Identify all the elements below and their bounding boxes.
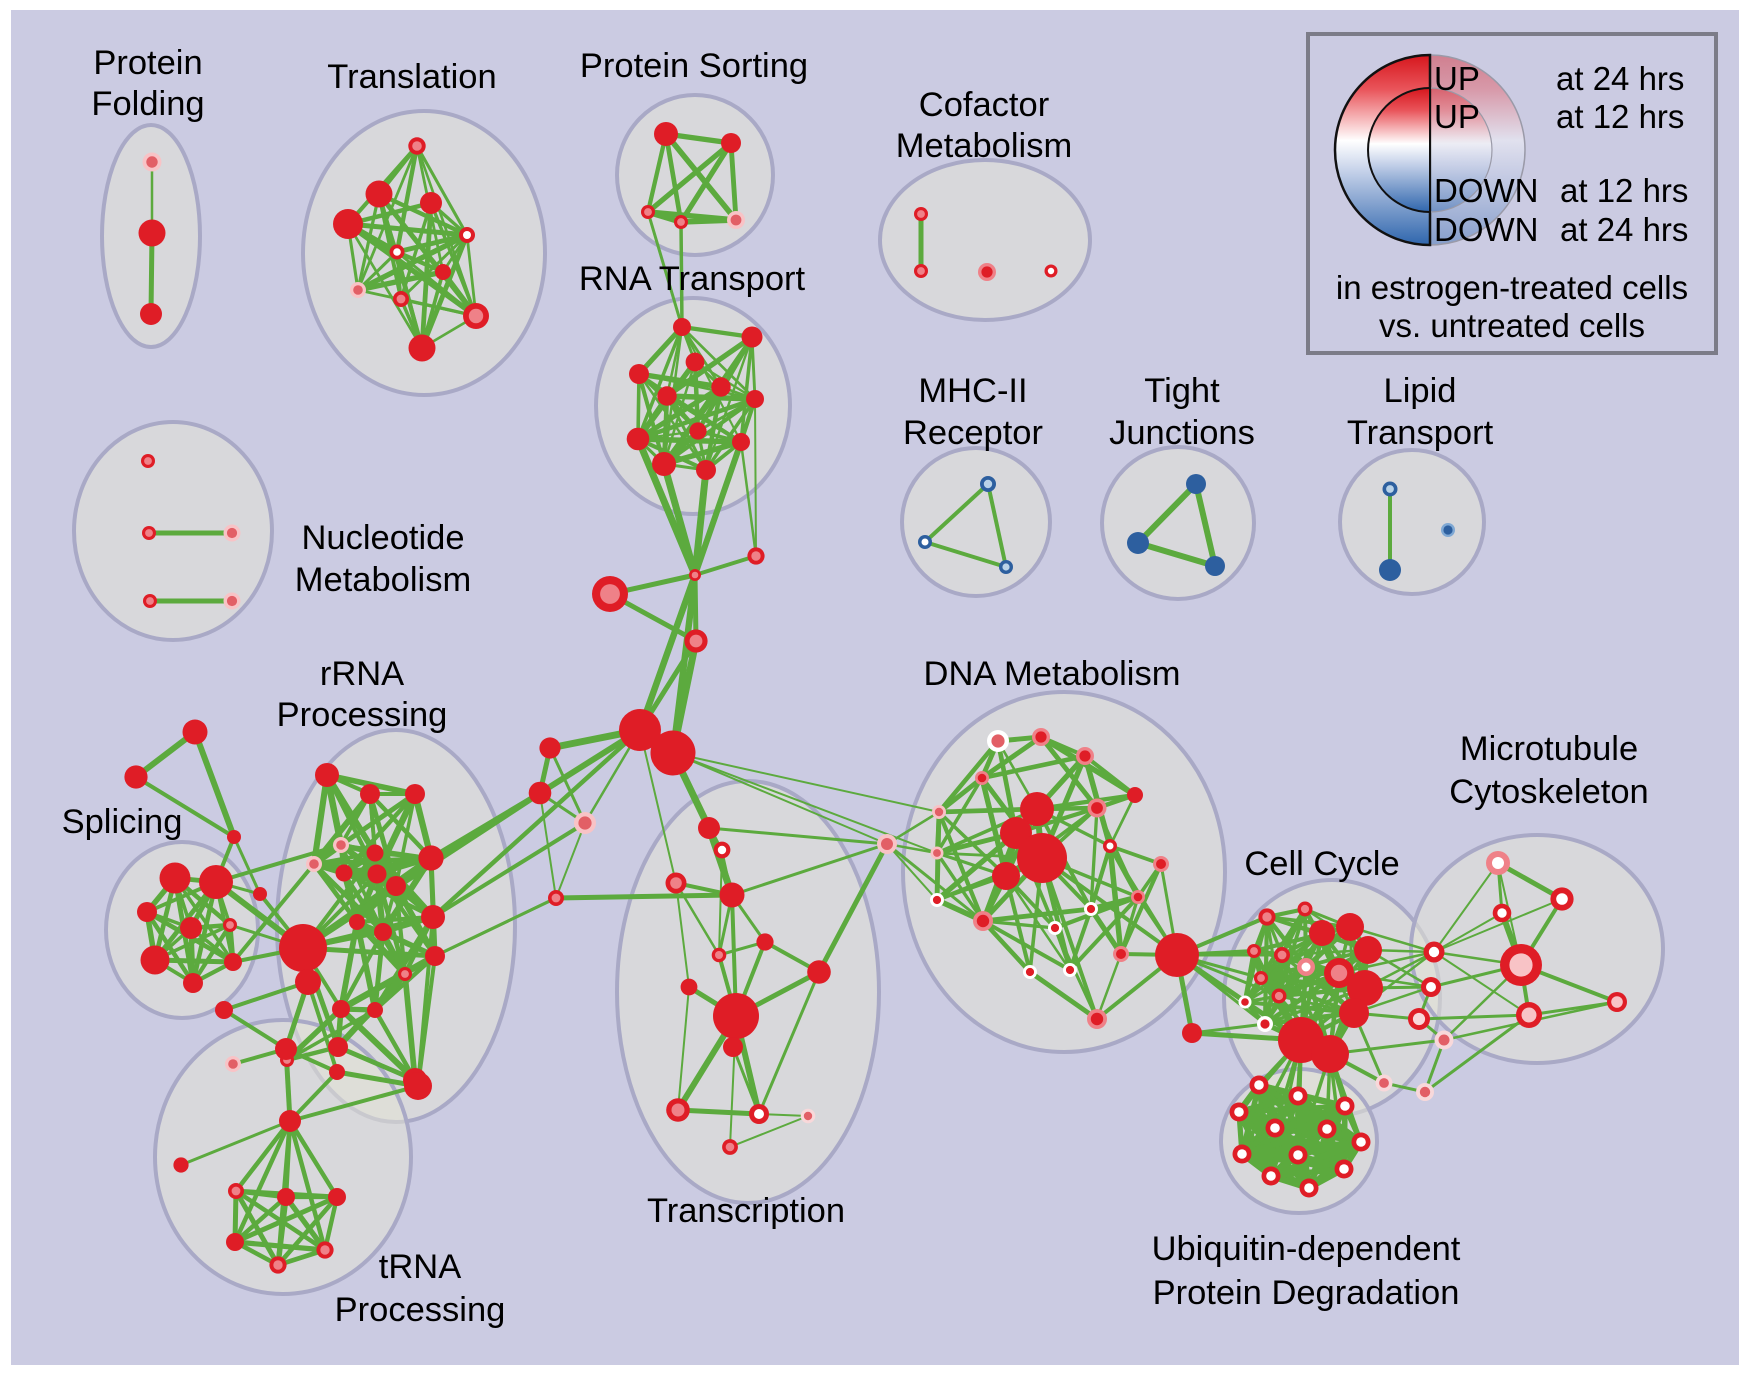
- svg-text:Ubiquitin-dependent: Ubiquitin-dependent: [1152, 1230, 1461, 1268]
- svg-text:Protein Degradation: Protein Degradation: [1153, 1274, 1460, 1312]
- svg-text:Cofactor: Cofactor: [919, 86, 1049, 124]
- svg-text:DNA Metabolism: DNA Metabolism: [924, 655, 1181, 693]
- svg-text:Translation: Translation: [327, 58, 496, 96]
- svg-text:UP: UP: [1434, 98, 1480, 135]
- svg-text:tRNA: tRNA: [379, 1248, 461, 1286]
- svg-text:Protein: Protein: [93, 44, 202, 82]
- svg-text:Splicing: Splicing: [62, 803, 183, 841]
- svg-text:Nucleotide: Nucleotide: [301, 519, 464, 557]
- svg-text:Cytoskeleton: Cytoskeleton: [1449, 773, 1648, 811]
- svg-text:in estrogen-treated cells: in estrogen-treated cells: [1336, 269, 1688, 306]
- svg-text:Metabolism: Metabolism: [295, 561, 471, 599]
- svg-text:MHC-II: MHC-II: [918, 372, 1027, 410]
- svg-text:vs. untreated cells: vs. untreated cells: [1379, 307, 1645, 344]
- svg-text:UP: UP: [1434, 60, 1480, 97]
- svg-text:Transport: Transport: [1347, 414, 1494, 452]
- svg-text:Transcription: Transcription: [647, 1192, 845, 1230]
- svg-text:at 12 hrs: at 12 hrs: [1556, 98, 1684, 135]
- svg-text:at 24 hrs: at 24 hrs: [1556, 60, 1684, 97]
- svg-text:Cell Cycle: Cell Cycle: [1244, 845, 1399, 883]
- svg-text:Receptor: Receptor: [903, 414, 1043, 452]
- svg-text:DOWN: DOWN: [1434, 172, 1538, 209]
- svg-text:Microtubule: Microtubule: [1460, 730, 1638, 768]
- svg-text:Protein Sorting: Protein Sorting: [580, 47, 808, 85]
- svg-text:RNA Transport: RNA Transport: [579, 260, 806, 298]
- svg-text:Junctions: Junctions: [1109, 414, 1255, 452]
- svg-text:rRNA: rRNA: [320, 655, 404, 693]
- svg-text:Metabolism: Metabolism: [896, 127, 1072, 165]
- svg-text:Processing: Processing: [335, 1291, 506, 1329]
- svg-text:Tight: Tight: [1144, 372, 1220, 410]
- svg-text:Lipid: Lipid: [1384, 372, 1457, 410]
- svg-text:DOWN: DOWN: [1434, 211, 1538, 248]
- svg-text:Folding: Folding: [91, 85, 204, 123]
- svg-text:Processing: Processing: [277, 696, 448, 734]
- svg-text:at 24 hrs: at 24 hrs: [1560, 211, 1688, 248]
- svg-text:at 12 hrs: at 12 hrs: [1560, 172, 1688, 209]
